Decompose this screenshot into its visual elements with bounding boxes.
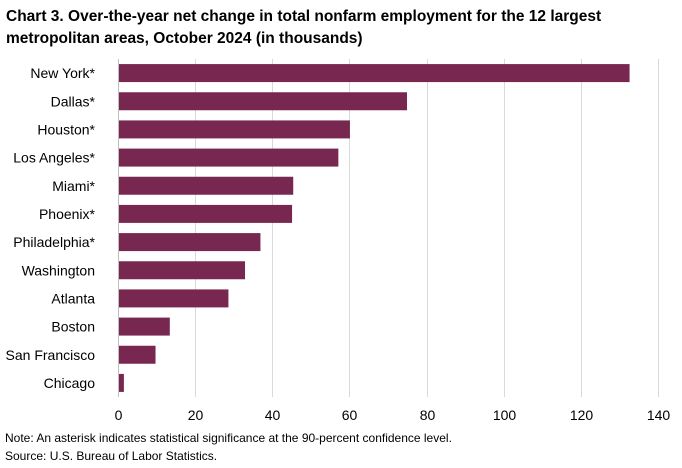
x-tick-label: 140 [647,407,671,423]
bars [118,64,630,392]
bar [118,64,630,83]
source-note: Source: U.S. Bureau of Labor Statistics. [5,449,218,463]
category-label: San Francisco [6,347,96,363]
category-label: New York* [30,65,95,81]
category-label: Chicago [44,375,96,391]
category-label: Phoenix* [39,206,96,222]
x-tick-label: 120 [570,407,594,423]
bar [118,289,229,308]
category-label: Philadelphia* [13,234,95,250]
x-tick-label: 0 [115,407,123,423]
bar [118,92,408,111]
x-tick-label: 20 [188,407,204,423]
x-axis-ticks: 0 20 40 60 80 100 120 140 [115,407,671,423]
x-tick-label: 60 [342,407,358,423]
bar [118,120,350,139]
x-tick-label: 40 [265,407,281,423]
bar [118,261,246,280]
x-tick-label: 80 [420,407,436,423]
bar [118,204,293,223]
category-label: Houston* [37,121,95,137]
bar [118,345,156,364]
category-label: Boston [51,319,95,335]
bar [118,233,261,252]
significance-note: Note: An asterisk indicates statistical … [5,431,452,445]
bar [118,148,339,167]
category-label: Washington [22,262,95,278]
bar [118,373,124,392]
bar [118,176,294,195]
category-label: Los Angeles* [13,150,95,166]
category-label: Atlanta [51,290,95,306]
category-labels: New York* Dallas* Houston* Los Angeles* Miam… [6,65,96,391]
gridlines [195,59,659,397]
chart-title: Chart 3. Over-the-year net change in tot… [6,8,602,47]
x-tick-label: 100 [493,407,517,423]
bar [118,317,170,336]
category-label: Miami* [52,178,95,194]
category-label: Dallas* [51,93,96,109]
